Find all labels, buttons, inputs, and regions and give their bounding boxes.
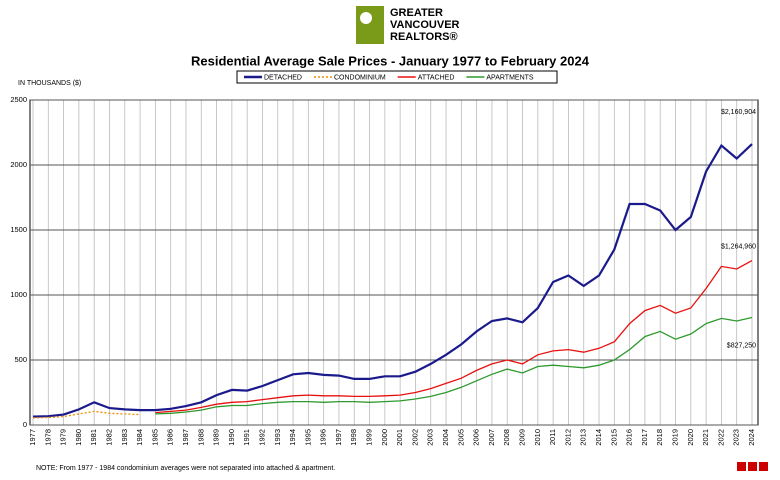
x-tick-label: 1980: [74, 429, 83, 446]
y-axis-label: IN THOUSANDS ($): [18, 80, 81, 87]
x-tick-label: 2004: [441, 429, 450, 446]
mls-logo: [737, 462, 768, 471]
x-tick-label: 2009: [518, 429, 527, 446]
x-tick-label: 2011: [548, 429, 557, 445]
logo-mark-circle: [360, 12, 372, 24]
logo-mark: [356, 6, 384, 44]
x-tick-label: 2000: [380, 429, 389, 446]
y-tick-label: 1500: [10, 225, 27, 234]
data-label: $1,264,960: [721, 243, 756, 250]
x-tick-label: 1998: [349, 429, 358, 446]
x-tick-label: 2002: [410, 429, 419, 446]
x-tick-label: 2007: [487, 429, 496, 446]
x-tick-label: 1979: [59, 429, 68, 446]
y-tick-label: 500: [14, 355, 27, 364]
x-tick-label: 1990: [227, 429, 236, 446]
x-tick-label: 2022: [716, 429, 725, 446]
data-label: $2,160,904: [721, 109, 756, 116]
x-tick-label: 2012: [563, 429, 572, 446]
data-label: $827,250: [727, 342, 756, 349]
x-tick-label: 1985: [150, 429, 159, 446]
x-tick-label: 2020: [686, 429, 695, 446]
x-tick-label: 1988: [196, 429, 205, 446]
x-tick-label: 2005: [456, 429, 465, 446]
legend-label: DETACHED: [264, 74, 302, 81]
x-tick-label: 1995: [303, 429, 312, 446]
x-tick-label: 1982: [104, 429, 113, 446]
x-tick-label: 2019: [670, 429, 679, 446]
x-tick-label: 1978: [43, 429, 52, 446]
x-tick-label: 2018: [655, 429, 664, 446]
x-tick-label: 1999: [365, 429, 374, 446]
x-tick-label: 2017: [640, 429, 649, 446]
logo-text: GREATER: [390, 7, 443, 19]
y-tick-label: 2000: [10, 160, 27, 169]
x-tick-label: 1981: [89, 429, 98, 446]
x-tick-label: 2010: [533, 429, 542, 446]
x-tick-label: 1986: [166, 429, 175, 446]
x-tick-label: 2021: [701, 429, 710, 446]
x-tick-label: 2013: [579, 429, 588, 446]
x-tick-label: 1983: [120, 429, 129, 446]
x-tick-label: 1992: [257, 429, 266, 446]
x-tick-label: 2006: [472, 429, 481, 446]
legend-label: ATTACHED: [418, 74, 455, 81]
x-tick-label: 1987: [181, 429, 190, 446]
logo-text: VANCOUVER: [390, 19, 460, 31]
x-tick-label: 2008: [502, 429, 511, 446]
plot-area: [29, 99, 759, 426]
series-line: [32, 410, 141, 419]
x-tick-label: 1997: [334, 429, 343, 446]
series-line: [155, 316, 753, 415]
x-tick-label: 1977: [28, 429, 37, 446]
legend-label: APARTMENTS: [486, 74, 534, 81]
y-tick-label: 1000: [10, 290, 27, 299]
legend-label: CONDOMINIUM: [334, 74, 386, 81]
y-tick-label: 2500: [10, 95, 27, 104]
series-line: [32, 143, 753, 418]
x-tick-label: 1993: [273, 429, 282, 446]
series-line: [155, 260, 753, 414]
y-tick-label: 0: [23, 420, 27, 429]
x-tick-label: 1991: [242, 429, 251, 446]
x-tick-label: 2001: [395, 429, 404, 446]
x-tick-label: 2014: [594, 429, 603, 446]
x-tick-label: 2016: [625, 429, 634, 446]
logo-text: REALTORS®: [390, 31, 458, 43]
note: NOTE: From 1977 - 1984 condominium avera…: [36, 465, 335, 472]
legend-box: [236, 70, 558, 84]
x-tick-label: 2015: [609, 429, 618, 446]
x-tick-label: 2023: [732, 429, 741, 446]
x-tick-label: 1989: [212, 429, 221, 446]
x-tick-label: 2003: [426, 429, 435, 446]
x-tick-label: 1996: [319, 429, 328, 446]
chart-title: Residential Average Sale Prices - Januar…: [191, 53, 590, 68]
x-tick-label: 1984: [135, 429, 144, 446]
x-tick-label: 2024: [747, 429, 756, 446]
x-tick-label: 1994: [288, 429, 297, 446]
